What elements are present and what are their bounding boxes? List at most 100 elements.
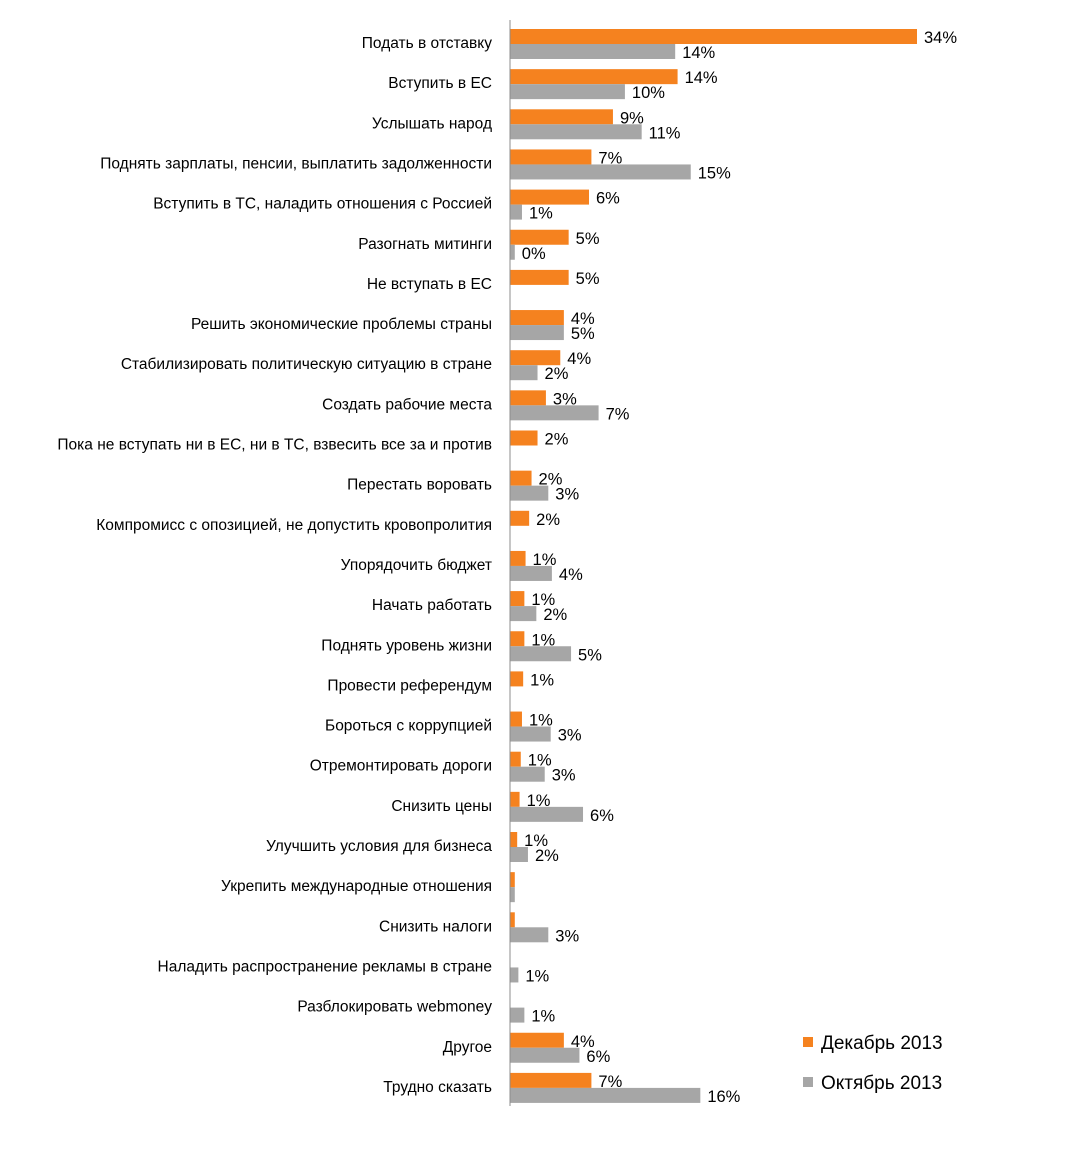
bar-december-2013	[510, 791, 520, 807]
data-label: 4%	[567, 350, 591, 368]
bar-december-2013	[510, 1072, 592, 1088]
bar-october-2013	[510, 325, 564, 341]
bar-december-2013	[510, 29, 917, 44]
bar-october-2013	[510, 606, 537, 622]
bar-december-2013	[510, 711, 522, 727]
bars-layer	[510, 29, 917, 1103]
data-label: 7%	[606, 405, 630, 423]
legend: Декабрь 2013 Октябрь 2013	[803, 1033, 943, 1094]
bar-december-2013	[510, 149, 592, 165]
bar-december-2013	[510, 390, 546, 406]
bar-october-2013	[510, 1087, 701, 1103]
bar-october-2013	[510, 244, 515, 260]
bar-october-2013	[510, 1007, 525, 1023]
bar-december-2013	[510, 229, 569, 245]
data-label: 1%	[525, 967, 549, 985]
bar-december-2013	[510, 510, 530, 526]
bar-december-2013	[510, 631, 525, 647]
bar-december-2013	[510, 912, 515, 928]
category-label: Стабилизировать политическую ситуацию в …	[121, 356, 492, 373]
data-label: 7%	[598, 149, 622, 167]
data-label: 9%	[620, 109, 644, 127]
data-label: 15%	[698, 164, 731, 182]
data-label: 4%	[559, 566, 583, 584]
bar-october-2013	[510, 204, 522, 220]
bar-october-2013	[510, 405, 599, 421]
category-label: Поднять уровень жизни	[321, 637, 492, 654]
data-label: 5%	[576, 270, 600, 288]
data-label: 2%	[535, 847, 559, 865]
data-label: 10%	[632, 84, 665, 102]
data-label: 5%	[576, 230, 600, 248]
bar-december-2013	[510, 671, 524, 687]
legend-swatch	[803, 1077, 813, 1087]
bar-october-2013	[510, 164, 691, 180]
category-label: Начать работать	[372, 597, 492, 614]
data-label: 1%	[531, 591, 555, 609]
data-label: 6%	[596, 190, 620, 208]
bar-october-2013	[510, 887, 515, 903]
data-label: 1%	[529, 712, 553, 730]
category-label: Провести референдум	[327, 677, 492, 694]
category-label: Трудно сказать	[383, 1079, 492, 1096]
category-label: Услышать народ	[372, 115, 492, 132]
data-label: 4%	[571, 310, 595, 328]
data-label: 3%	[555, 486, 579, 504]
bar-december-2013	[510, 69, 678, 85]
category-label: Улучшить условия для бизнеса	[266, 838, 492, 855]
bar-december-2013	[510, 470, 532, 486]
category-label: Снизить налоги	[379, 918, 492, 935]
data-label: 34%	[924, 29, 957, 47]
category-label: Вступить в ТС, наладить отношения с Росс…	[153, 196, 492, 213]
bar-october-2013	[510, 365, 538, 381]
data-label: 1%	[529, 205, 553, 223]
bar-october-2013	[510, 806, 584, 822]
category-label: Перестать воровать	[347, 477, 492, 494]
bar-december-2013	[510, 269, 569, 285]
data-label: 1%	[527, 792, 551, 810]
data-label: 1%	[531, 631, 555, 649]
category-label: Бороться с коррупцией	[325, 718, 492, 735]
bar-october-2013	[510, 646, 572, 662]
bar-october-2013	[510, 485, 549, 501]
category-label: Подать в отставку	[362, 35, 492, 52]
bar-december-2013	[510, 591, 525, 607]
bar-october-2013	[510, 1047, 580, 1063]
bar-december-2013	[510, 189, 590, 205]
data-label: 1%	[524, 832, 548, 850]
category-label: Компромисс с опозицией, не допустить кро…	[96, 517, 492, 534]
category-label: Другое	[443, 1039, 492, 1056]
data-label: 3%	[553, 390, 577, 408]
data-label: 7%	[598, 1073, 622, 1091]
data-label: 1%	[528, 752, 552, 770]
category-label: Пока не вступать ни в ЕС, ни в ТС, взвес…	[57, 437, 492, 454]
category-label: Снизить цены	[391, 798, 492, 815]
data-label: 2%	[539, 471, 563, 489]
bar-december-2013	[510, 310, 564, 326]
bar-october-2013	[510, 967, 519, 983]
data-label: 6%	[590, 807, 614, 825]
data-label: 1%	[531, 1008, 555, 1026]
category-label: Укрепить международные отношения	[221, 878, 492, 895]
category-label: Создать рабочие места	[322, 396, 492, 413]
bar-october-2013	[510, 726, 551, 742]
bar-december-2013	[510, 350, 561, 366]
legend-label: Декабрь 2013	[821, 1033, 943, 1054]
data-label: 2%	[543, 606, 567, 624]
category-label: Поднять зарплаты, пенсии, выплатить задо…	[100, 155, 492, 172]
data-label: 14%	[682, 44, 715, 62]
category-label: Разблокировать webmoney	[297, 999, 492, 1016]
category-label: Отремонтировать дороги	[310, 758, 492, 775]
data-label: 11%	[649, 124, 681, 142]
legend-label: Октябрь 2013	[821, 1073, 942, 1094]
category-label: Разогнать митинги	[358, 236, 492, 253]
category-label: Наладить распространение рекламы в стран…	[158, 958, 492, 975]
data-label: 2%	[545, 431, 569, 449]
data-label: 1%	[533, 551, 557, 569]
data-label: 0%	[522, 245, 546, 263]
category-label: Не вступать в ЕС	[367, 276, 492, 293]
bar-december-2013	[510, 1032, 564, 1048]
data-label: 2%	[545, 365, 569, 383]
category-label: Упорядочить бюджет	[341, 557, 492, 574]
